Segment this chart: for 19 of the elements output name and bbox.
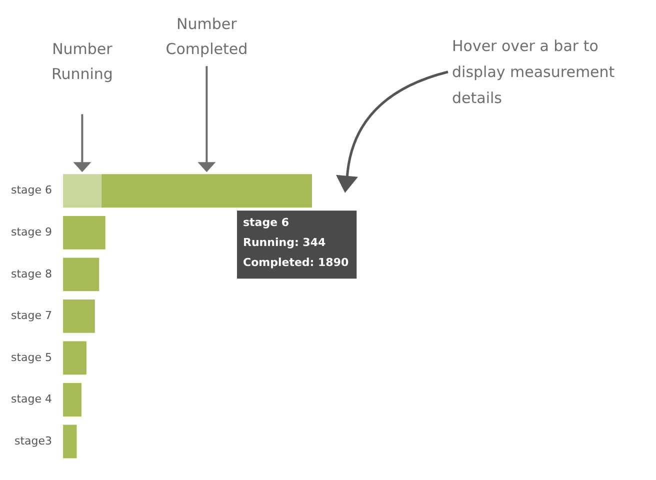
bar <box>63 174 102 208</box>
annotation: stage 6 Running: 344 Completed: 1890 <box>243 216 349 269</box>
text: Hover over a bar to display measurement details <box>452 36 615 107</box>
bar <box>63 424 77 458</box>
bar <box>63 216 106 250</box>
bar <box>63 258 100 292</box>
y-tick-label: stage 9 <box>11 226 52 239</box>
text: Number Completed <box>166 15 248 58</box>
text: Number Running <box>51 40 114 84</box>
bar <box>63 299 95 333</box>
y-tick-label: stage 7 <box>11 309 52 322</box>
bar <box>63 341 86 375</box>
y-tick-label: stage 8 <box>11 267 52 280</box>
bar <box>63 383 82 416</box>
y-tick-label: stage3 <box>14 434 52 448</box>
bar <box>101 174 312 208</box>
y-tick-label: stage 4 <box>11 392 52 406</box>
y-tick-label: stage 5 <box>11 350 52 364</box>
y-tick-label: stage 6 <box>11 184 52 197</box>
